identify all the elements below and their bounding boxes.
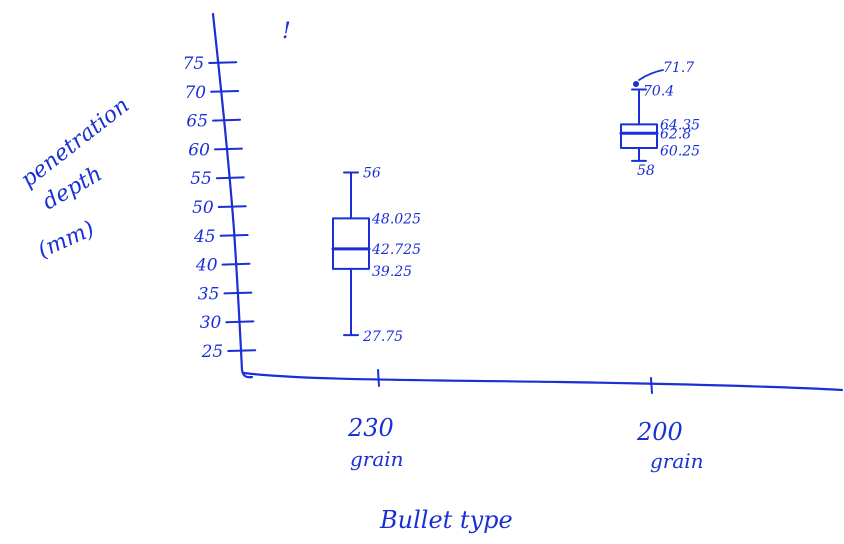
y-tick-mark-50 (217, 205, 247, 208)
box-iqr (332, 217, 370, 270)
y-axis-title-line3: (mm) (34, 217, 98, 264)
value-label-q1: 60.25 (660, 143, 700, 159)
y-axis-title: penetration depth (mm) (16, 93, 134, 264)
box-plot-1: 48.025 42.725 39.25 56 27.75 (331, 165, 421, 345)
value-label-whisker_low: 58 (637, 163, 655, 179)
y-tick-mark-70 (210, 90, 240, 93)
value-label-outlier: 71.7 (663, 60, 694, 76)
y-tick-label-50: 50 (192, 198, 214, 218)
x-axis-title: Bullet type (379, 506, 513, 534)
y-tick-label-35: 35 (198, 284, 220, 304)
y-tick-label-25: 25 (201, 342, 224, 362)
value-label-q3: 48.025 (371, 211, 421, 227)
box-iqr (620, 123, 658, 149)
outlier-arrow (638, 69, 664, 81)
exclamation-annotation: ! (282, 19, 291, 44)
y-tick-mark-35 (223, 291, 253, 295)
value-label-median: 62.8 (660, 126, 691, 142)
y-tick-mark-65 (212, 118, 242, 122)
x-tick-230 (377, 369, 380, 387)
y-tick-mark-25 (227, 349, 257, 352)
value-label-whisker_high: 70.4 (643, 83, 674, 99)
y-tick-label-30: 30 (200, 313, 222, 333)
outlier-point (633, 81, 639, 88)
x-tick-200 (650, 377, 653, 394)
x-category-label-230-grain: grain (350, 447, 404, 471)
value-label-whisker_high: 56 (363, 165, 381, 181)
y-tick-mark-60 (213, 147, 243, 151)
value-label-q1: 39.25 (372, 264, 412, 280)
y-tick-label-55: 55 (190, 169, 212, 189)
y-tick-mark-75 (208, 61, 238, 64)
value-label-whisker_low: 27.75 (362, 329, 403, 345)
y-tick-mark-40 (221, 262, 251, 266)
value-label-median: 42.725 (371, 242, 421, 258)
y-tick-label-65: 65 (186, 112, 208, 132)
y-tick-label-45: 45 (193, 227, 216, 247)
y-tick-mark-45 (219, 234, 249, 237)
y-tick-label-75: 75 (183, 54, 205, 74)
y-tick-label-40: 40 (195, 256, 218, 276)
y-ticks: 25 30 35 40 45 50 55 60 65 70 75 (183, 54, 257, 362)
x-category-label-200-number: 200 (636, 418, 683, 446)
x-category-label-200-grain: grain (650, 449, 704, 473)
y-tick-mark-55 (215, 176, 245, 180)
y-tick-label-60: 60 (188, 140, 210, 160)
x-axis (242, 371, 844, 392)
y-tick-mark-30 (225, 320, 255, 324)
x-category-label-230-number: 230 (347, 414, 394, 442)
y-tick-label-70: 70 (184, 83, 206, 103)
value-label-q3: 64.35 (660, 117, 700, 133)
